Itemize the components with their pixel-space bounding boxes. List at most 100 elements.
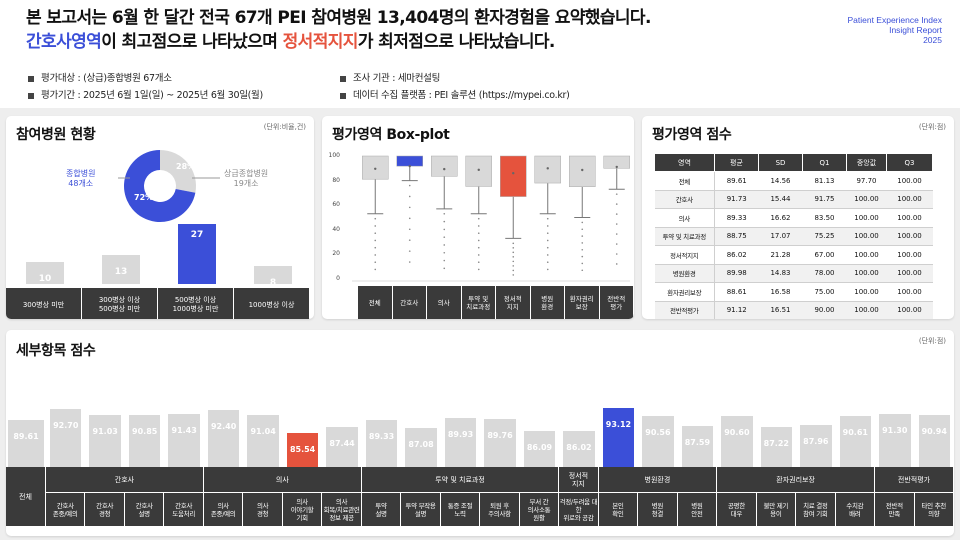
boxplot-outlier bbox=[581, 235, 584, 237]
boxplot-outlier bbox=[615, 243, 618, 245]
boxplot-outlier bbox=[546, 239, 549, 242]
boxplot-outlier bbox=[512, 260, 515, 263]
scores-cell: 78.00 bbox=[802, 264, 847, 283]
boxplot-y-tick: 20 bbox=[332, 250, 340, 258]
boxplot-outlier bbox=[512, 274, 515, 276]
boxplot-category: 투약 및 치료과정 bbox=[461, 286, 496, 319]
boxplot-outlier bbox=[477, 246, 480, 249]
scores-cell: 91.75 bbox=[802, 190, 847, 209]
scores-col-header: 중앙값 bbox=[846, 153, 887, 172]
boxplot-outlier bbox=[512, 242, 515, 245]
boxplot-category: 병원 환경 bbox=[530, 286, 565, 319]
scores-col-header: SD bbox=[758, 153, 803, 172]
scores-panel: 평가영역 점수 (단위:점) 영역 평균 SD Q1 중앙값 Q3 전체 89.61 14.5… bbox=[642, 116, 954, 319]
detail-item-header: 불만 제기 용이 bbox=[756, 493, 797, 526]
scores-row-label: 전체 bbox=[654, 171, 715, 191]
scores-table-body: 전체 89.61 14.56 81.13 97.70 100.00 간호사 91.73 15.4… bbox=[654, 171, 933, 319]
scores-cell: 88.75 bbox=[714, 227, 759, 246]
detail-bar: 91.30 bbox=[879, 414, 911, 467]
scores-cell: 100.00 bbox=[886, 282, 933, 302]
participation-unit: (단위:비율,건) bbox=[263, 123, 306, 131]
detail-group-header: 병원환경 bbox=[598, 467, 718, 493]
boxplot-outlier bbox=[546, 254, 549, 256]
scores-cell: 100.00 bbox=[886, 190, 933, 209]
meta-right: 조사 기관 : 세마컨설팅 데이터 수집 플랫폼 : PEI 솔루션 (http… bbox=[340, 70, 570, 104]
scores-cell: 21.28 bbox=[758, 245, 803, 265]
boxplot-outlier bbox=[546, 268, 549, 271]
bed-size-bar: 8 bbox=[254, 266, 292, 288]
detail-bar: 91.04 bbox=[247, 414, 279, 467]
headline-line-1: 본 보고서는 6월 한 달간 전국 67개 PEI 참여병원 13,404명의 … bbox=[26, 8, 651, 28]
bullet-square-icon bbox=[28, 75, 34, 82]
scores-cell: 75.00 bbox=[802, 282, 847, 302]
report-brand: Patient Experience Index Insight Report … bbox=[847, 15, 942, 45]
participation-donut-chart bbox=[118, 150, 220, 222]
boxplot-outlier bbox=[443, 220, 446, 223]
detail-bar: 90.94 bbox=[918, 415, 950, 467]
boxplot-outlier bbox=[374, 239, 377, 242]
detail-item-header: 치료 결정 참여 기회 bbox=[796, 493, 836, 526]
detail-bar-value: 93.12 bbox=[605, 420, 632, 430]
boxplot-outlier bbox=[581, 242, 584, 244]
boxplot-box bbox=[500, 155, 527, 197]
scores-col-header: 평균 bbox=[714, 153, 759, 172]
meta-left: 평가대상 : (상급)종합병원 67개소 평가기간 : 2025년 6월 1일(… bbox=[28, 70, 263, 104]
detail-bar: 87.08 bbox=[405, 427, 437, 467]
scores-cell: 100.00 bbox=[886, 208, 933, 228]
detail-item-header: 전반적 만족 bbox=[875, 493, 915, 526]
scores-cell: 91.73 bbox=[714, 190, 759, 209]
boxplot-outlier bbox=[512, 251, 515, 254]
bed-size-bar: 13 bbox=[102, 255, 140, 284]
detail-item-header: 간호사 경청 bbox=[85, 493, 125, 526]
boxplot-category: 간호사 bbox=[392, 286, 427, 319]
scores-col-header: Q3 bbox=[886, 153, 933, 172]
boxplot-y-tick: 60 bbox=[332, 201, 340, 209]
boxplot-outlier bbox=[546, 261, 549, 263]
boxplot-outlier bbox=[477, 239, 480, 242]
detail-bar-value: 89.93 bbox=[447, 430, 474, 440]
detail-item-header: 부서 간 의사소통 원활 bbox=[519, 493, 560, 526]
boxplot-outlier bbox=[512, 256, 515, 258]
boxplot-mean-marker bbox=[477, 168, 480, 172]
scores-cell: 67.00 bbox=[802, 245, 847, 265]
boxplot-outlier bbox=[477, 225, 480, 227]
detail-item-header: 투약 부작용 설명 bbox=[401, 493, 441, 526]
boxplot-outlier bbox=[443, 228, 446, 231]
detail-bar: 87.44 bbox=[326, 426, 358, 467]
detail-item-header: 간호사 설명 bbox=[124, 493, 165, 526]
tertiary-pct-label: 28% bbox=[176, 162, 196, 171]
lowest-domain-text: 정서적지지 bbox=[282, 32, 359, 52]
detail-bar-value: 92.70 bbox=[53, 421, 79, 431]
headline-line-2: 간호사영역이 최고점으로 나타났으며 정서적지지가 최저점으로 나타났습니다. bbox=[26, 30, 786, 54]
scores-cell: 91.12 bbox=[714, 301, 759, 319]
detail-group-header: 전반적평가 bbox=[875, 467, 954, 493]
boxplot-outlier bbox=[374, 246, 377, 249]
detail-item-header: 걱정/두려움 대한 위로와 공감 bbox=[559, 493, 599, 526]
scores-cell: 100.00 bbox=[846, 282, 887, 302]
boxplot-category: 정서적 지지 bbox=[496, 286, 531, 319]
brand-year: 2025 bbox=[923, 35, 942, 45]
scores-cell: 100.00 bbox=[886, 264, 933, 283]
scores-cell: 75.25 bbox=[802, 227, 847, 246]
detail-bar: 90.56 bbox=[642, 416, 674, 467]
bed-size-bar: 27 bbox=[178, 224, 216, 284]
detail-bar: 89.33 bbox=[365, 420, 398, 467]
boxplot-category: 전반적 평가 bbox=[599, 286, 634, 319]
detail-bar-value: 87.59 bbox=[684, 438, 711, 448]
scores-row-label: 투약 및 치료과정 bbox=[654, 227, 715, 246]
boxplot-y-tick: 80 bbox=[332, 176, 340, 184]
general-hospital-label: 종합병원 48개소 bbox=[66, 169, 96, 188]
detail-bar: 92.70 bbox=[50, 409, 82, 467]
boxplot-outlier bbox=[374, 261, 377, 263]
scores-cell: 86.02 bbox=[714, 245, 759, 265]
boxplot-outlier bbox=[408, 206, 411, 209]
boxplot-outlier bbox=[408, 217, 411, 220]
headline-text-end: 가 최저점으로 나타났습니다. bbox=[357, 32, 556, 52]
detail-title: 세부항목 점수 bbox=[16, 343, 96, 359]
detail-bar: 90.85 bbox=[128, 415, 161, 467]
scores-cell: 89.98 bbox=[714, 264, 759, 283]
detail-item-header: 수치감 배려 bbox=[835, 493, 876, 526]
report-headline: 본 보고서는 6월 한 달간 전국 67개 PEI 참여병원 13,404명의 … bbox=[26, 6, 786, 54]
bed-size-bar: 10 bbox=[26, 261, 64, 284]
boxplot-box bbox=[465, 155, 492, 187]
